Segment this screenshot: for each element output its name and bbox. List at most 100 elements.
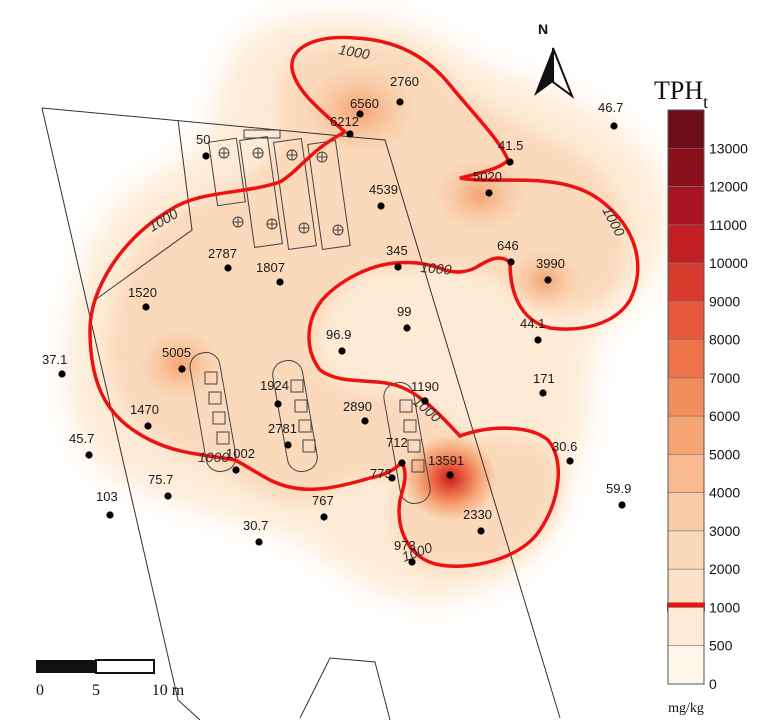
legend-title-text: TPH (654, 76, 703, 105)
legend-swatch (667, 607, 705, 647)
sample-point: 1470 (130, 402, 159, 430)
sample-point-marker (394, 263, 402, 271)
sample-point-marker (142, 303, 150, 311)
legend-class-label: 4000 (709, 485, 740, 501)
sample-point-marker (534, 336, 542, 344)
sample-point-label: 4539 (369, 182, 398, 197)
cell-squares (204, 371, 425, 473)
legend-swatch (667, 454, 705, 493)
sample-point: 345 (386, 243, 408, 271)
scale-label-5: 5 (92, 682, 100, 699)
sample-point: 4539 (369, 182, 398, 210)
sample-point-label: 30.6 (552, 439, 577, 454)
sample-point: 773 (370, 466, 396, 482)
sample-point-marker (232, 466, 240, 474)
legend-swatch (667, 492, 705, 532)
sample-point-marker (507, 258, 515, 266)
sample-point-label: 1924 (260, 378, 289, 393)
sample-point-label: 99 (397, 304, 411, 319)
legend-swatch (667, 568, 705, 608)
sample-point-marker (58, 370, 66, 378)
sample-point-marker (377, 202, 385, 210)
sample-point: 30.7 (243, 518, 268, 546)
sample-point-label: 44.1 (520, 316, 545, 331)
legend: TPHt 13000120001100010000900080007000600… (654, 76, 748, 716)
sample-point-marker (618, 501, 626, 509)
legend-title: TPHt (654, 76, 708, 112)
legend-swatch (667, 339, 705, 379)
sample-point-label: 973 (394, 538, 416, 553)
sample-point-marker (446, 471, 454, 479)
legend-class-label: 3000 (709, 523, 740, 539)
sample-point-marker (539, 389, 547, 397)
sample-point-label: 1002 (226, 446, 255, 461)
sample-point-label: 13591 (428, 453, 464, 468)
legend-swatch (667, 530, 705, 570)
legend-class-label: 10000 (709, 255, 748, 271)
legend-title-subscript: t (703, 92, 708, 112)
sample-point-marker (338, 347, 346, 355)
sample-point: 1520 (128, 285, 157, 311)
sample-point: 2787 (208, 246, 237, 272)
legend-swatch (667, 262, 705, 302)
legend-class-label: 8000 (709, 332, 740, 348)
sample-point-label: 5020 (473, 169, 502, 184)
sample-point-marker (255, 538, 263, 546)
sample-point-marker (403, 324, 411, 332)
sample-point-label: 75.7 (148, 472, 173, 487)
sample-point: 646 (497, 238, 519, 266)
sample-point: 1807 (256, 260, 285, 286)
legend-swatch (667, 186, 705, 226)
legend-class-label: 5000 (709, 446, 740, 462)
sample-point-label: 37.1 (42, 352, 67, 367)
legend-swatch (667, 301, 705, 340)
sample-point-marker (610, 122, 618, 130)
sample-point-label: 3990 (536, 256, 565, 271)
legend-class-label: 500 (709, 638, 733, 654)
sample-point-marker (396, 98, 404, 106)
sample-point-label: 2787 (208, 246, 237, 261)
sample-point: 171 (533, 371, 555, 397)
sample-point-marker (320, 513, 328, 521)
sample-point: 712 (386, 435, 408, 467)
sample-points: 6560 2760 6212 46.7 50 41.5 4539 5020 2787 1807 34… (42, 74, 631, 566)
sample-point-label: 1520 (128, 285, 157, 300)
north-label: N (538, 21, 548, 37)
site-boundary (41, 107, 561, 720)
sample-point-marker (506, 158, 514, 166)
legend-color-bar: 1300012000110001000090008000700060005000… (667, 109, 748, 692)
sample-point-marker (398, 459, 406, 467)
scale-bar: 0 5 10 m (36, 659, 185, 699)
sample-point-label: 30.7 (243, 518, 268, 533)
sample-point-label: 345 (386, 243, 408, 258)
sample-point-marker (356, 110, 364, 118)
well-markers (218, 147, 344, 236)
sample-point-label: 6560 (350, 96, 379, 111)
sample-point-marker (485, 189, 493, 197)
legend-class-label: 11000 (709, 217, 747, 233)
sample-point-marker (284, 441, 292, 449)
sample-point: 1190 (411, 379, 439, 405)
sample-point-marker (144, 422, 152, 430)
sample-point-marker (544, 276, 552, 284)
sample-point: 99 (397, 304, 411, 332)
sample-point-label: 1190 (411, 379, 439, 394)
sample-point-marker (346, 130, 354, 138)
sample-point: 41.5 (498, 138, 523, 166)
sample-point: 50 (196, 132, 210, 160)
sample-point-label: 646 (497, 238, 519, 253)
sample-point-label: 2890 (343, 399, 372, 414)
sample-point: 59.9 (606, 481, 631, 509)
sample-point: 5005 (162, 345, 191, 373)
isoline-label: 1000 (337, 41, 371, 62)
sample-point-label: 41.5 (498, 138, 523, 153)
sample-point-label: 171 (533, 371, 555, 386)
sample-point: 6212 (330, 114, 359, 138)
sample-point-marker (274, 400, 282, 408)
legend-swatch (667, 377, 705, 417)
sample-point: 37.1 (42, 352, 67, 378)
sample-point-label: 2330 (463, 507, 492, 522)
sample-point-marker (388, 474, 396, 482)
sample-point-label: 5005 (162, 345, 191, 360)
sample-point-marker (421, 397, 429, 405)
